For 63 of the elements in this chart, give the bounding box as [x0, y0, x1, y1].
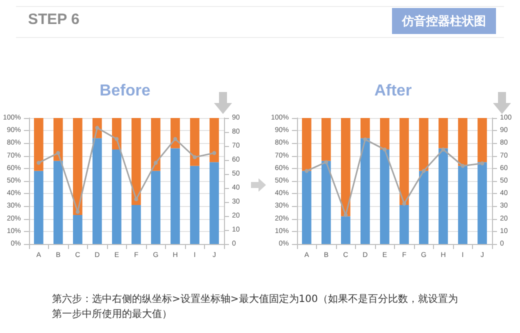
point: [460, 164, 465, 168]
bar: [400, 204, 409, 244]
bar: [53, 118, 63, 161]
point: [95, 126, 100, 130]
point: [134, 197, 138, 202]
bar: [400, 118, 409, 205]
bar: [380, 118, 390, 150]
bar: [340, 216, 350, 244]
bar: [302, 118, 312, 171]
point: [324, 160, 328, 164]
bar: [302, 170, 312, 244]
point: [114, 137, 119, 141]
bar: [132, 118, 141, 205]
point: [480, 161, 484, 166]
bar: [321, 160, 331, 244]
bar: [53, 160, 63, 244]
bar: [380, 150, 390, 244]
bar: [458, 118, 468, 166]
bar: [34, 118, 44, 171]
bar: [210, 162, 219, 244]
bar: [419, 170, 428, 244]
chart-title: After: [374, 82, 412, 100]
bar: [438, 148, 448, 244]
bar: [170, 148, 180, 244]
bar: [72, 215, 82, 244]
point: [402, 202, 406, 206]
point: [441, 148, 446, 152]
bar: [72, 118, 82, 216]
point: [363, 137, 368, 142]
point: [173, 137, 178, 141]
text: STEP 6: [28, 11, 80, 28]
chart-title: Before: [100, 82, 150, 100]
point: [56, 151, 60, 155]
bar: [132, 204, 141, 244]
bar: [458, 166, 468, 244]
bar: [112, 150, 122, 244]
bar: [478, 118, 487, 162]
bar: [190, 118, 200, 166]
point: [212, 151, 216, 155]
bar: [360, 138, 370, 244]
text: 第六步：选中右侧的纵坐标>设置坐标轴>最大值固定为100（如果不是百分比数，就设置为第一步中所使用的最大值）: [52, 292, 459, 322]
bar: [151, 170, 160, 244]
bar: [151, 118, 160, 171]
point: [304, 168, 309, 173]
bar: [34, 170, 44, 244]
bar: [190, 166, 200, 244]
bar: [438, 118, 448, 148]
bar: [478, 162, 487, 244]
bar: [170, 118, 180, 148]
point: [422, 168, 426, 173]
bar: [340, 118, 350, 216]
point: [154, 160, 158, 165]
bar: [419, 118, 428, 171]
text: 仿音控器柱状图: [392, 8, 496, 34]
bar: [360, 118, 370, 138]
point: [192, 155, 197, 160]
bar: [321, 118, 331, 161]
point: [344, 213, 348, 218]
bar: [210, 118, 219, 162]
point: [382, 148, 387, 152]
point: [76, 210, 80, 214]
bar: [92, 138, 102, 244]
point: [36, 160, 41, 165]
